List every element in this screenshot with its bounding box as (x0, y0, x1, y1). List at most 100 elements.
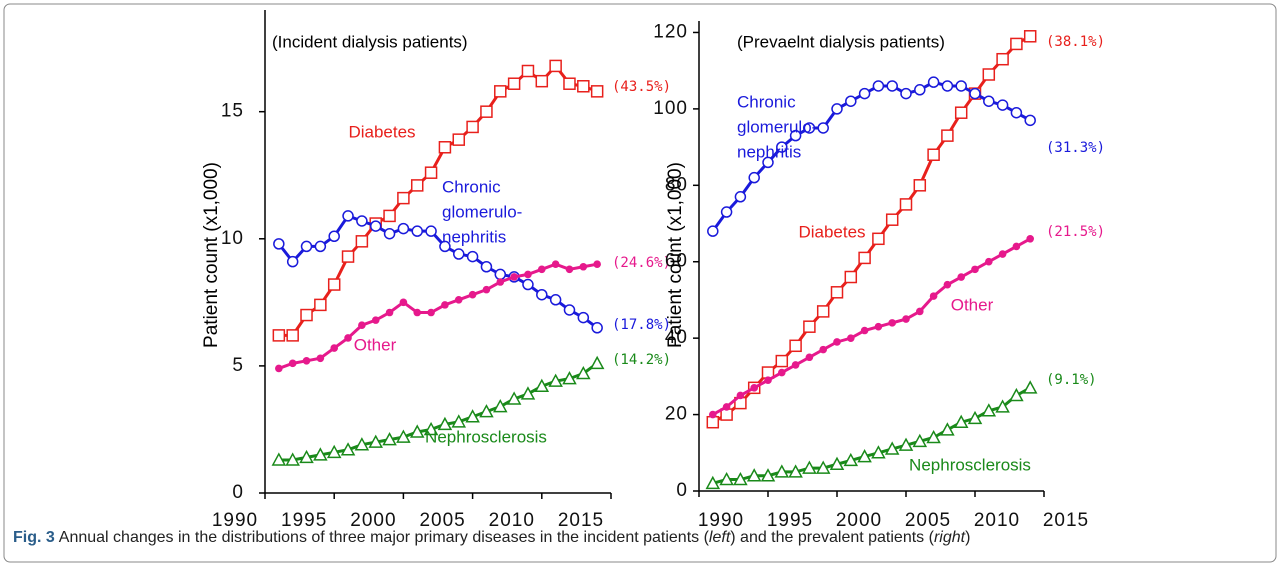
marker (549, 59, 562, 73)
marker (954, 106, 968, 119)
end-label: (17.8%) (612, 317, 671, 333)
marker (410, 179, 424, 192)
marker (451, 414, 467, 428)
marker (957, 273, 965, 281)
marker (1024, 114, 1036, 127)
x-tick-label: 2005 (419, 510, 465, 531)
marker (860, 326, 869, 335)
marker (941, 80, 954, 92)
y-tick-label: 5 (232, 355, 244, 376)
marker (589, 355, 605, 370)
caption-text: ) (965, 529, 971, 546)
marker (815, 460, 831, 474)
marker (341, 250, 355, 263)
caption-text: ) and the prevalent patients ( (730, 529, 934, 546)
marker (750, 384, 758, 392)
marker (829, 456, 845, 471)
marker (969, 87, 981, 100)
marker (358, 321, 366, 330)
marker (998, 250, 1007, 258)
marker (733, 471, 748, 486)
marker (506, 391, 522, 405)
marker (816, 305, 830, 318)
marker (843, 452, 859, 467)
marker (273, 238, 285, 250)
end-label: (21.5%) (1046, 224, 1105, 240)
marker (788, 464, 803, 478)
marker (342, 210, 354, 222)
marker (397, 191, 410, 205)
marker (340, 442, 356, 456)
marker (272, 329, 286, 342)
marker (913, 179, 927, 192)
marker (805, 353, 814, 362)
caption-text: Annual changes in the distributions of t… (58, 529, 709, 546)
end-label: (31.3%) (1046, 140, 1105, 156)
series-label: nephritis (737, 142, 801, 161)
marker (817, 122, 829, 134)
marker (314, 298, 327, 312)
marker (1009, 387, 1024, 402)
marker (316, 354, 325, 363)
marker (912, 433, 928, 448)
x-tick-label: 2000 (836, 510, 882, 531)
marker (563, 77, 576, 90)
marker (748, 171, 760, 184)
marker (995, 399, 1010, 413)
marker (955, 80, 967, 92)
marker (563, 304, 576, 316)
marker (441, 301, 449, 309)
marker (424, 166, 438, 179)
y-tick-label: 60 (665, 251, 688, 272)
marker (1010, 37, 1023, 51)
marker (847, 334, 855, 342)
panel-title: (Prevaelnt dialysis patients) (737, 32, 945, 51)
marker (927, 76, 940, 88)
y-tick-label: 10 (221, 228, 244, 249)
marker (1026, 235, 1034, 243)
marker (299, 449, 314, 464)
marker (971, 265, 979, 274)
marker (929, 292, 938, 300)
marker (872, 232, 885, 246)
marker (538, 265, 546, 274)
marker (534, 378, 550, 392)
marker (368, 434, 383, 448)
marker (996, 52, 1009, 66)
end-label: (38.1%) (1046, 34, 1105, 50)
marker (981, 403, 997, 417)
marker (522, 278, 534, 291)
marker (941, 129, 954, 142)
caption: Fig. 3 Annual changes in the distribution… (13, 529, 970, 547)
marker (356, 215, 368, 227)
series-label: nephritis (442, 227, 506, 246)
caption-label: Fig. 3 (13, 529, 55, 546)
marker (438, 141, 452, 154)
marker (967, 410, 983, 425)
x-tick-label: 1990 (212, 510, 258, 531)
marker (330, 344, 339, 352)
marker (439, 240, 451, 253)
marker (943, 280, 952, 289)
marker (985, 257, 993, 266)
marker (468, 290, 477, 299)
marker (411, 225, 423, 237)
marker (871, 445, 886, 459)
marker (590, 85, 604, 98)
marker (591, 322, 603, 334)
x-tick-label: 1995 (281, 510, 327, 531)
marker (734, 191, 747, 203)
marker (803, 122, 816, 134)
marker (764, 376, 772, 384)
marker (776, 141, 788, 153)
marker (709, 410, 717, 419)
x-tick-label: 2010 (974, 510, 1020, 531)
marker (762, 156, 774, 169)
marker (562, 371, 577, 385)
marker (355, 235, 369, 248)
marker (524, 270, 532, 279)
series-line (278, 63, 598, 337)
panel: 0 5 10 15 1990 1995 2000 2005 2010 2015 Patient co… (201, 10, 671, 531)
marker (774, 464, 790, 478)
